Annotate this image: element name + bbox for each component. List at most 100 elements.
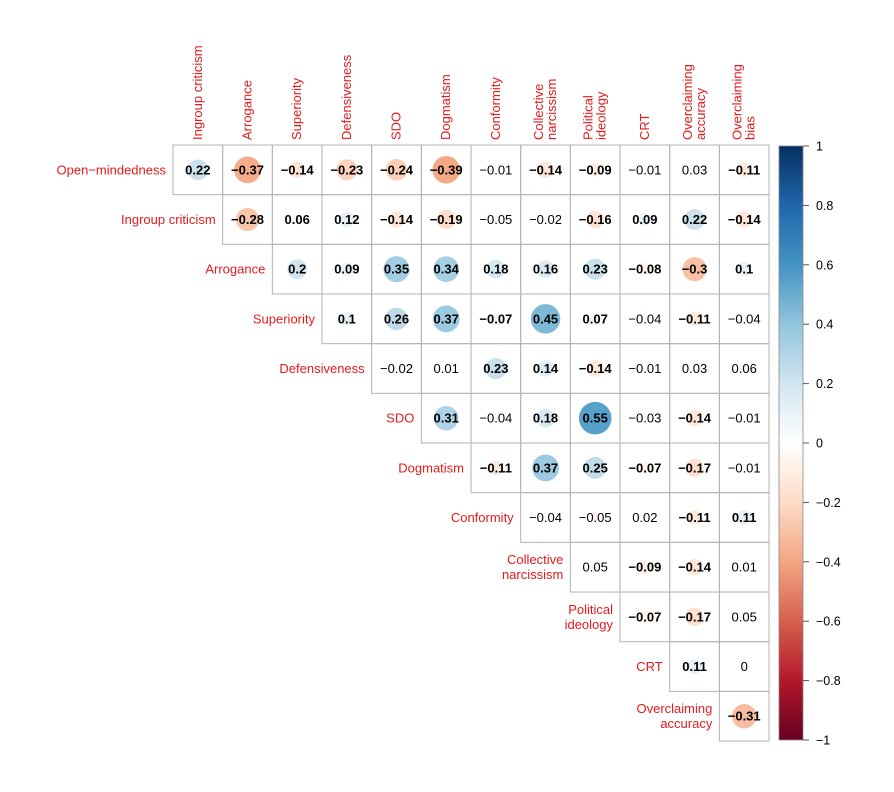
correlation-value: −0.24: [380, 162, 414, 177]
correlation-circle: [536, 260, 555, 278]
column-label: CRT: [637, 113, 652, 140]
column-label: Political: [581, 95, 596, 140]
correlation-value: −0.04: [529, 510, 562, 525]
correlation-value: −0.11: [678, 311, 710, 326]
correlation-circles: [187, 156, 757, 729]
row-label: Political: [568, 602, 613, 617]
correlation-value: −0.01: [728, 460, 761, 475]
correlation-circle: [385, 159, 408, 181]
correlation-value: −0.07: [628, 609, 661, 624]
row-label: Open−mindedness: [57, 162, 167, 177]
correlation-circle: [187, 159, 209, 181]
correlation-value: −0.07: [628, 460, 661, 475]
correlation-value: 0.31: [434, 411, 459, 426]
correlation-value: 0.16: [533, 262, 558, 277]
correlation-value: 0.03: [682, 361, 707, 376]
correlation-value: 0.34: [434, 262, 460, 277]
correlation-value: −0.08: [628, 262, 661, 277]
correlation-circle: [584, 258, 606, 280]
correlation-value: −0.01: [479, 162, 512, 177]
correlation-circle: [589, 313, 602, 325]
correlation-circle: [736, 162, 752, 178]
correlation-value: −0.09: [579, 162, 612, 177]
correlation-circle: [687, 311, 702, 327]
correlation-circle: [537, 360, 554, 377]
correlation-circle: [735, 211, 753, 228]
correlation-circle: [383, 256, 410, 283]
row-label: ideology: [565, 617, 614, 632]
correlation-circle: [690, 166, 699, 174]
correlation-circle: [642, 167, 648, 173]
correlation-value: 0.02: [632, 510, 657, 525]
correlation-value: 0.06: [285, 212, 310, 227]
correlation-value: −0.11: [480, 460, 512, 475]
colorbar-tick-label: 1: [816, 140, 823, 154]
correlation-circle: [336, 159, 358, 181]
correlation-circle: [737, 262, 752, 277]
correlation-value: −0.02: [529, 212, 562, 227]
correlation-value: −0.04: [628, 311, 661, 326]
column-label: ideology: [594, 91, 609, 140]
correlation-circle: [685, 607, 704, 626]
correlation-circle: [432, 305, 460, 333]
correlation-circle: [433, 405, 459, 431]
correlation-value: −0.03: [628, 411, 661, 426]
correlation-value: 0: [741, 659, 748, 674]
correlation-circle: [339, 211, 355, 228]
row-label: Defensiveness: [279, 361, 365, 376]
correlation-circle: [541, 513, 550, 522]
correlation-circle: [687, 659, 702, 674]
correlation-value: 0.18: [483, 262, 508, 277]
row-label: Arrogance: [205, 262, 265, 277]
column-label: Overclaiming: [680, 64, 695, 140]
correlation-value: 0.35: [384, 262, 409, 277]
correlation-circle: [639, 462, 651, 474]
colorbar-tick-label: 0.8: [816, 199, 833, 213]
colorbar-ticks: 1 0.8 0.6 0.4 0.2 0 −0.2 −0.4 −0.6 −0.8 −1: [803, 140, 841, 748]
correlation-circle: [686, 409, 703, 427]
correlation-value: 0.14: [533, 361, 559, 376]
correlation-value: −0.14: [678, 411, 712, 426]
correlation-value: 0.18: [533, 411, 558, 426]
correlation-value: −0.19: [430, 212, 463, 227]
correlation-circle: [288, 161, 306, 179]
correlation-value: −0.14: [380, 212, 414, 227]
correlation-circle: [234, 156, 261, 184]
correlation-circle: [638, 560, 652, 574]
correlation-value: 0.45: [533, 311, 558, 326]
correlation-value: −0.14: [678, 560, 712, 575]
correlation-circle: [433, 256, 460, 283]
correlation-circle: [684, 209, 705, 230]
colorbar-tick-label: −0.4: [816, 555, 841, 569]
correlation-value: −0.01: [728, 411, 761, 426]
row-label: Overclaiming: [637, 701, 713, 716]
correlation-value: −0.28: [231, 212, 264, 227]
correlation-circle: [690, 364, 699, 373]
correlation-value: 0.01: [732, 560, 757, 575]
correlation-circle: [385, 307, 408, 331]
column-label: accuracy: [693, 87, 708, 140]
correlation-circle: [485, 357, 507, 380]
correlation-circle: [586, 210, 604, 229]
column-label: bias: [743, 116, 758, 140]
correlation-circle: [742, 465, 747, 471]
column-label: SDO: [389, 112, 404, 140]
colorbar-tick-label: −0.6: [816, 615, 841, 629]
correlation-circle: [491, 413, 501, 423]
correlation-circle: [588, 163, 602, 177]
correlation-value: 0.55: [583, 411, 608, 426]
correlation-circle: [586, 360, 604, 377]
correlation-value: 0.1: [338, 311, 356, 326]
row-label: Conformity: [451, 510, 514, 525]
correlation-value: 0.23: [583, 262, 608, 277]
correlation-circle: [738, 363, 750, 374]
correlation-value: −0.09: [628, 560, 661, 575]
correlation-value: −0.01: [628, 162, 661, 177]
correlation-circle: [584, 456, 607, 479]
correlation-value: 0.11: [732, 510, 757, 525]
correlation-value: −0.3: [682, 262, 708, 277]
correlation-circle: [490, 214, 501, 225]
correlation-circle: [578, 401, 612, 435]
correlation-circle: [590, 562, 601, 573]
column-label: Defensiveness: [339, 54, 354, 140]
